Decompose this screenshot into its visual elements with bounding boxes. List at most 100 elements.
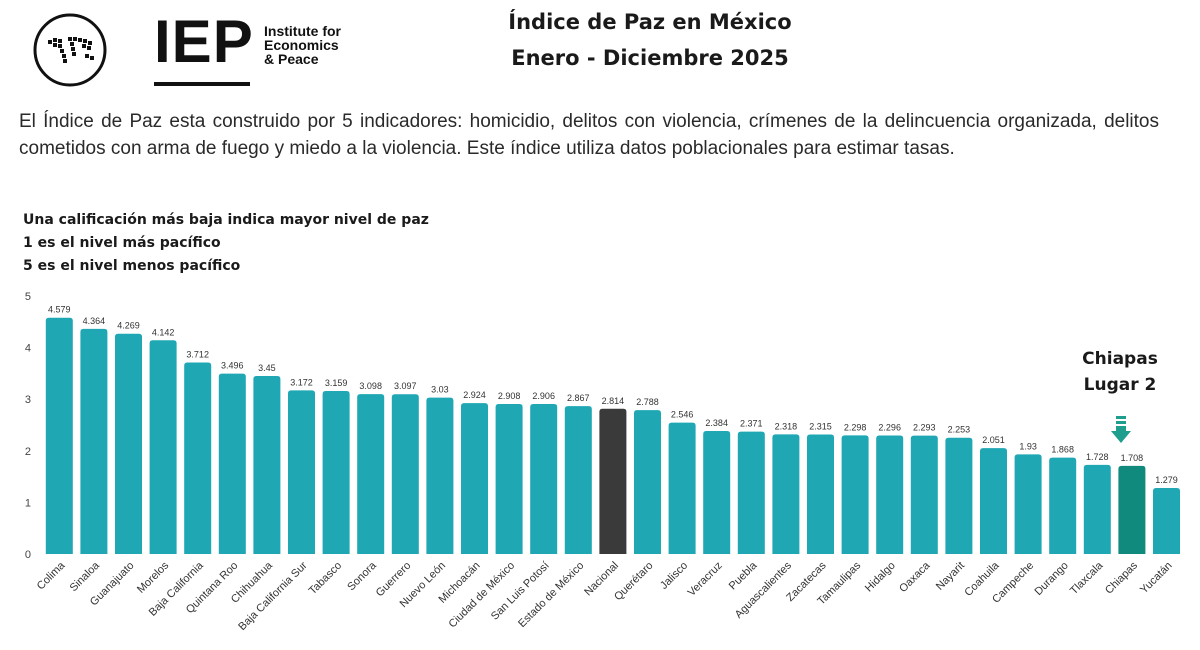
bar [391, 394, 419, 554]
logo-text-line3: & Peace [264, 51, 319, 67]
bar-value-label: 2.298 [844, 422, 867, 432]
x-tick-label: Estado de México [516, 560, 586, 630]
bar [322, 390, 350, 554]
bar [288, 390, 315, 554]
bar [357, 394, 385, 554]
chart-title: Índice de Paz en México Enero - Diciembr… [400, 4, 900, 76]
bar-value-label: 2.253 [948, 425, 971, 435]
bar [772, 434, 800, 554]
y-tick-label: 3 [25, 394, 31, 406]
bar-value-label: 1.868 [1051, 445, 1074, 455]
x-tick-label: Veracruz [686, 560, 725, 599]
bar [184, 362, 212, 554]
bar [80, 328, 108, 554]
bar-value-label: 4.269 [117, 321, 140, 331]
bar [1153, 488, 1180, 554]
bar-value-label: 1.279 [1155, 475, 1178, 485]
bar [564, 406, 592, 554]
bar-value-label: 1.708 [1121, 453, 1144, 463]
bar-value-label: 4.579 [48, 305, 71, 315]
y-tick-label: 4 [25, 343, 31, 355]
bar [703, 430, 731, 554]
x-tick-label: Puebla [727, 559, 760, 592]
iep-logo: IEP Institute for Economics & Peace [30, 8, 350, 88]
x-tick-label: Jalisco [658, 560, 690, 592]
bar [599, 408, 627, 554]
bar-value-label: 3.098 [359, 381, 382, 391]
bar [1118, 465, 1146, 554]
x-tick-label: Tlaxcala [1068, 559, 1106, 597]
bar [807, 434, 834, 554]
y-tick-label: 5 [25, 291, 31, 303]
x-tick-label: Durango [1032, 560, 1070, 598]
bar [253, 375, 281, 554]
bar-value-label: 3.172 [290, 377, 313, 387]
bar-value-label: 3.45 [258, 363, 276, 373]
x-tick-label: Oaxaca [897, 559, 933, 595]
logo-text-line2: Economics [264, 37, 339, 53]
bar [668, 422, 696, 554]
bar [115, 333, 142, 554]
bar [426, 397, 454, 554]
logo-text: Institute for Economics & Peace [264, 24, 374, 66]
bar [737, 431, 765, 554]
bar [980, 448, 1007, 554]
callout-line2: Lugar 2 [1083, 375, 1157, 395]
chiapas-callout: Chiapas Lugar 2 [1060, 346, 1180, 398]
bar-value-label: 2.384 [705, 418, 728, 428]
bar-value-label: 3.159 [325, 378, 348, 388]
callout-line1: Chiapas [1082, 349, 1158, 369]
bar-value-label: 2.906 [532, 391, 555, 401]
chart-title-line1: Índice de Paz en México [508, 10, 792, 34]
x-tick-label: Nayarit [934, 560, 967, 593]
bar-value-label: 3.03 [431, 385, 449, 395]
globe-icon [33, 13, 107, 87]
bar-value-label: 2.296 [878, 423, 901, 433]
bar-value-label: 4.142 [152, 327, 175, 337]
bar-value-label: 3.712 [186, 349, 209, 359]
bar-value-label: 1.728 [1086, 452, 1109, 462]
bar-chart: 0123454.579Colima4.364Sinaloa4.269Guanaj… [25, 291, 1180, 633]
bar [1014, 454, 1042, 554]
bar-value-label: 3.496 [221, 361, 244, 371]
bar [634, 410, 661, 554]
y-tick-label: 1 [25, 497, 31, 509]
bar-value-label: 1.93 [1019, 441, 1037, 451]
bar-value-label: 2.051 [982, 435, 1005, 445]
description-text: El Índice de Paz esta construido por 5 i… [19, 111, 1159, 159]
y-tick-label: 2 [25, 446, 31, 458]
bar-value-label: 4.364 [83, 316, 106, 326]
y-tick-label: 0 [25, 549, 31, 561]
bar [910, 435, 938, 554]
bar-value-label: 2.867 [567, 393, 590, 403]
logo-text-line1: Institute for [264, 23, 341, 39]
bar-value-label: 2.924 [463, 390, 486, 400]
bar [218, 373, 246, 554]
bar-value-label: 2.814 [602, 396, 625, 406]
bar-value-label: 2.318 [775, 421, 798, 431]
logo-mark: IEP [154, 8, 254, 75]
x-tick-label: Sinaloa [68, 559, 103, 594]
x-tick-label: Baja California Sur [236, 559, 310, 633]
x-tick-label: Tabasco [307, 560, 344, 597]
chart-title-line2: Enero - Diciembre 2025 [511, 46, 789, 70]
bar-value-label: 2.908 [498, 391, 521, 401]
bar [495, 403, 523, 554]
bar [876, 435, 904, 554]
bar-value-label: 2.371 [740, 419, 763, 429]
scale-note-1: Una calificación más baja indica mayor n… [23, 212, 429, 228]
bar-value-label: 2.315 [809, 422, 832, 432]
bar-value-label: 3.097 [394, 381, 417, 391]
bar [945, 437, 973, 554]
x-tick-label: Yucatán [1138, 560, 1175, 597]
bar [149, 340, 177, 554]
x-tick-label: Hidalgo [863, 560, 898, 595]
x-tick-label: Colima [35, 559, 68, 592]
bar [841, 435, 869, 554]
scale-note-3: 5 es el nivel menos pacífico [23, 258, 241, 274]
scale-note-2: 1 es el nivel más pacífico [23, 235, 221, 251]
scale-notes: Una calificación más baja indica mayor n… [23, 209, 623, 278]
bar [1083, 464, 1111, 554]
x-tick-label: Chiapas [1103, 559, 1140, 596]
bar-value-label: 2.293 [913, 423, 936, 433]
